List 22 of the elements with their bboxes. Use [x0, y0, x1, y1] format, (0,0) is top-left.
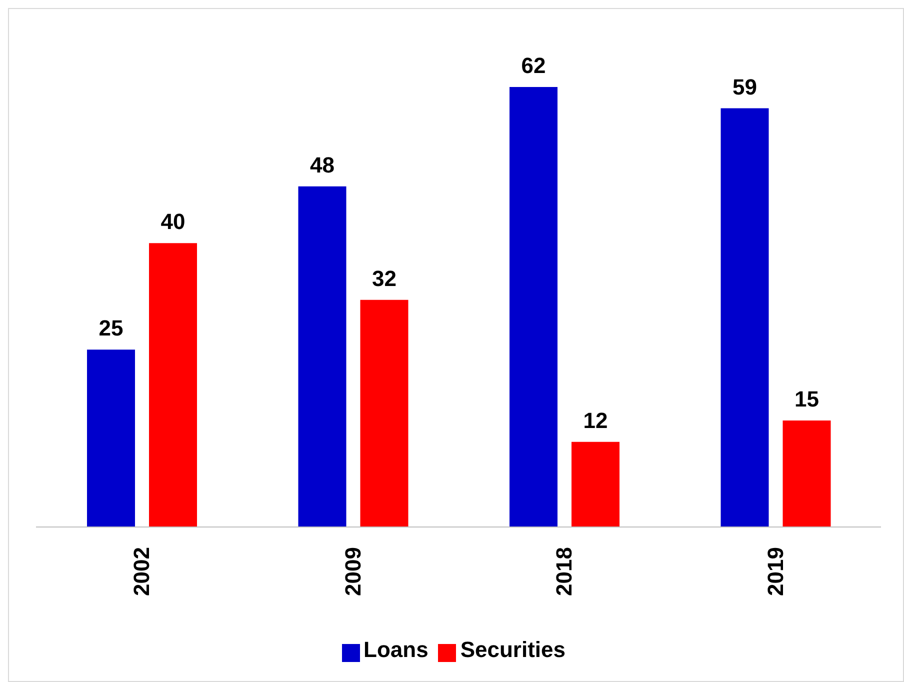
x-tick-label: 2002 [129, 547, 154, 596]
data-label: 48 [310, 152, 334, 178]
x-tick-label: 2018 [552, 547, 577, 596]
bar [360, 300, 408, 527]
x-tick-label: 2009 [340, 547, 366, 596]
legend-label: Securities [460, 637, 566, 662]
data-label: 25 [98, 316, 124, 341]
bar [298, 186, 346, 527]
data-label: 32 [372, 266, 396, 291]
data-label: 40 [160, 209, 186, 234]
bar [782, 420, 831, 527]
x-tick-label: 2019 [762, 547, 788, 596]
data-label: 59 [732, 74, 757, 100]
bar [510, 87, 558, 527]
bar [572, 442, 620, 527]
data-label: 15 [794, 386, 819, 412]
bar [87, 350, 135, 527]
bar [720, 108, 769, 527]
legend-label: Loans [364, 637, 428, 662]
data-label: 62 [521, 53, 546, 78]
bar [149, 243, 197, 527]
data-label: 12 [583, 408, 608, 433]
